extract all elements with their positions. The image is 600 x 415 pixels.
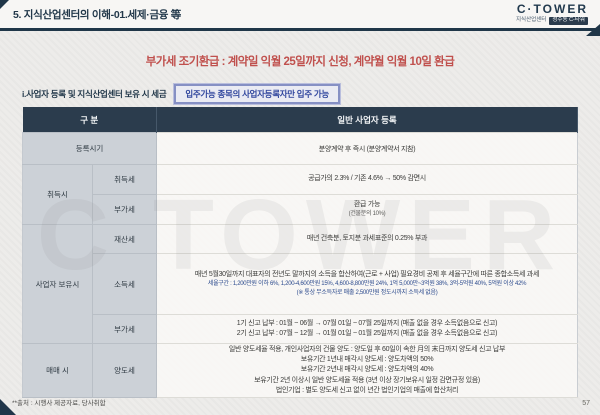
tax-label-acquisition-tax: 취득세	[91, 164, 158, 195]
table-row-acquisition-vat: 부가세 환급 가능 (건물분의 10%)	[23, 194, 578, 225]
eligibility-highlight-box: 입주가능 종목의 사업자등록자만 입주 가능	[173, 83, 341, 105]
brand-subtitle: 지식산업센터	[515, 17, 547, 23]
cell-subline: 세율구간 : 1,200만원 이하 6%, 1,200-4,600만원 15%,…	[207, 281, 527, 288]
corner-decoration-top-right	[586, 24, 600, 36]
cell-line: 1기 신고 납부 : 01월 ~ 06월 → 07월 01일 ~ 07월 25일…	[236, 319, 498, 327]
cell-subline: (건물분의 10%)	[348, 211, 386, 218]
table-row-acquisition-tax: 취득시 취득세 공급가의 2.3% / 기존 4.6% → 50% 감면시	[22, 164, 578, 225]
page-title: 5. 지식산업센터의 이해-01.세제·금융 等	[13, 9, 181, 21]
cell-acquisition-tax: 공급가의 2.3% / 기존 4.6% → 50% 감면시	[156, 164, 578, 195]
brand-badge: 성수동 C-타워	[549, 17, 588, 25]
table-header-row: 구 분 일반 사업자 등록	[22, 107, 578, 133]
group-label-holding: 사업자 보유시	[22, 224, 93, 344]
tax-label-income-tax: 소득세	[91, 253, 158, 315]
tax-label-transfer-tax: 양도세	[91, 343, 158, 398]
col-header-general-registration: 일반 사업자 등록	[156, 107, 578, 133]
cell-line: 법인기업 : 별도 양도세 신고 없이 년간 법인기업의 매출에 합산처리	[275, 386, 459, 394]
row-label-registration-time: 등록시기	[21, 132, 158, 165]
cell-line: 환급 가능	[353, 201, 381, 209]
brand-logo: C·TOWER 지식산업센터 성수동 C-타워	[516, 3, 588, 25]
cell-transfer-tax: 일반 양도세율 적용, 개인사업자의 건물 양도 : 양도일 후 60일이 속한…	[156, 343, 578, 398]
cell-registration-time: 분양계약 후 즉시 (분양계약서 지참)	[156, 132, 578, 165]
col-header-category: 구 분	[22, 107, 158, 133]
cell-acquisition-vat: 환급 가능 (건물분의 10%)	[156, 194, 578, 225]
corner-decoration-top-left	[0, 0, 9, 9]
tax-table: 구 분 일반 사업자 등록 등록시기 분양계약 후 즉시 (분양계약서 지참) …	[21, 107, 578, 398]
cell-line: 보유기간 2년 이상시 일반 양도세율 적용 (3년 이상 장기보유시 일정 감…	[254, 376, 480, 384]
cell-line: 매년 5월30일까지 대표자의 전년도 말까지의 소득을 합산하여(근로 + 사…	[194, 271, 540, 279]
cell-property-tax: 매년 건축분, 토지분 과세표준의 0.25% 부과	[156, 224, 578, 254]
group-label-sale: 매매 시	[22, 343, 93, 398]
intro-label: i.사업자 등록 및 지식산업센터 보유 시 세금	[22, 89, 167, 99]
tax-label-vat: 부가세	[91, 314, 158, 344]
intro-row: i.사업자 등록 및 지식산업센터 보유 시 세금 입주가능 종목의 사업자등록…	[22, 83, 578, 105]
cell-holding-vat: 1기 신고 납부 : 01월 ~ 06월 → 07월 01일 ~ 07월 25일…	[156, 314, 578, 344]
table-row-property-tax: 사업자 보유시 재산세 매년 건축분, 토지분 과세표준의 0.25% 부과	[22, 224, 578, 344]
group-label-acquisition: 취득시	[22, 164, 93, 225]
cell-line: 매년 건축분, 토지분 과세표준의 0.25% 부과	[306, 234, 428, 242]
header-divider	[0, 28, 600, 31]
vat-refund-notice: 부가세 조기환급 : 계약일 익월 25일까지 신청, 계약월 익월 10일 환…	[145, 56, 455, 68]
table-row-income-tax: 소득세 매년 5월30일까지 대표자의 전년도 말까지의 소득을 합산하여(근로…	[23, 253, 578, 315]
cell-subline: (※ 통상 무소득자로 매출 2,500만원 정도시까지 소득세 없음)	[296, 290, 438, 297]
cell-line: 공급가의 2.3% / 기존 4.6% → 50% 감면시	[308, 175, 426, 183]
cell-line: 2기 신고 납부 : 07월 ~ 12월 → 01월 01일 ~ 01월 25일…	[236, 330, 498, 337]
corner-decoration-bottom-left	[0, 399, 16, 415]
cell-income-tax: 매년 5월30일까지 대표자의 전년도 말까지의 소득을 합산하여(근로 + 사…	[156, 253, 578, 315]
table-row-transfer-tax: 매매 시 양도세 일반 양도세율 적용, 개인사업자의 건물 양도 : 양도일 …	[22, 343, 578, 398]
table-row-holding-vat: 부가세 1기 신고 납부 : 01월 ~ 06월 → 07월 01일 ~ 07월…	[23, 314, 578, 344]
tax-label-vat: 부가세	[91, 194, 158, 225]
footer-source: **출처 : 시행사 제공자료, 당사취합	[12, 400, 106, 407]
brand-name: C·TOWER	[516, 2, 588, 16]
cell-line: 보유기간 1년내 매각시 양도세 : 양도차액의 50%	[300, 356, 434, 364]
cell-line: 보유기간 2년내 매각시 양도세 : 양도차액의 40%	[300, 366, 434, 374]
table-row-registration-time: 등록시기 분양계약 후 즉시 (분양계약서 지참)	[21, 132, 578, 165]
cell-line: 일반 양도세율 적용, 개인사업자의 건물 양도 : 양도일 후 60일이 속한…	[228, 346, 506, 354]
page-number: 57	[582, 400, 590, 407]
tax-label-property-tax: 재산세	[91, 224, 158, 254]
header-bar	[0, 0, 600, 28]
